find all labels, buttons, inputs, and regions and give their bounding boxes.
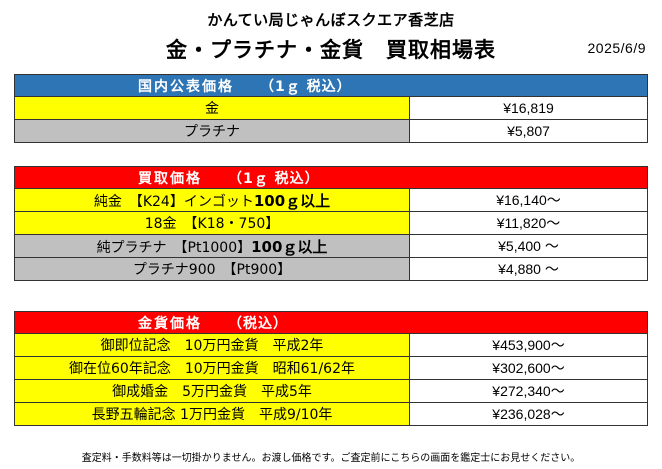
buy-header-label: 買取価格: [138, 170, 202, 187]
coin-item-name: 長野五輪記念 1万円金貨 平成9/10年: [14, 402, 410, 426]
table-row: 御成婚金 5万円金貨 平成5年 ¥272,340～: [14, 379, 648, 403]
coin-item-price: ¥236,028～: [409, 402, 648, 426]
buy-item-name: 純金 【K24】インゴット100ｇ以上: [14, 188, 410, 212]
domestic-header: 国内公表価格 （1ｇ 税込）: [14, 74, 648, 97]
buy-item-price: ¥4,880 ～: [409, 257, 648, 281]
buy-item-label: 18金 【K18・750】: [144, 216, 280, 232]
buy-header-note: （1ｇ 税込）: [228, 170, 320, 187]
coin-item-name: 御在位60年記念 10万円金貨 昭和61/62年: [14, 356, 410, 380]
buy-item-label: 純プラチナ 【Pt1000】: [96, 239, 252, 256]
buy-item-label: プラチナ900 【Pt900】: [132, 262, 292, 278]
coin-item-price: ¥302,600～: [409, 356, 648, 380]
buy-item-label: 純金 【K24】インゴット: [93, 193, 254, 210]
coin-header-row: 金貨価格 （税込）: [14, 311, 648, 334]
buy-price-table: 買取価格 （1ｇ 税込） 純金 【K24】インゴット100ｇ以上 ¥16,140～…: [14, 166, 648, 281]
buy-item-name: プラチナ900 【Pt900】: [14, 257, 410, 281]
domestic-gold-name: 金: [14, 96, 410, 120]
table-row: プラチナ900 【Pt900】 ¥4,880 ～: [14, 257, 648, 281]
domestic-header-note: （1ｇ 税込）: [260, 78, 352, 95]
buy-item-qualifier: 100ｇ以上: [251, 237, 328, 256]
table-row: 長野五輪記念 1万円金貨 平成9/10年 ¥236,028～: [14, 402, 648, 426]
table-row: 御即位記念 10万円金貨 平成2年 ¥453,900～: [14, 333, 648, 357]
table-row: 純プラチナ 【Pt1000】100ｇ以上 ¥5,400 ～: [14, 234, 648, 258]
table-row: プラチナ ¥5,807: [14, 119, 648, 143]
buy-item-name: 18金 【K18・750】: [14, 211, 410, 235]
domestic-price-table: 国内公表価格 （1ｇ 税込） 金 ¥16,819 プラチナ ¥5,807: [14, 74, 648, 143]
buy-item-price: ¥16,140～: [409, 188, 648, 212]
domestic-platinum-name: プラチナ: [14, 119, 410, 143]
store-name: かんてい局じゃんぼスクエア香芝店: [207, 11, 455, 29]
table-row: 18金 【K18・750】 ¥11,820～: [14, 211, 648, 235]
footer-note: 査定料・手数料等は一切掛かりません。お渡し価格です。ご査定前にこちらの画面を鑑定…: [81, 453, 581, 464]
domestic-gold-price: ¥16,819: [409, 96, 648, 120]
buy-item-qualifier: 100ｇ以上: [253, 191, 331, 210]
domestic-header-label: 国内公表価格: [138, 78, 234, 95]
coin-header: 金貨価格 （税込）: [14, 311, 648, 334]
price-date: 2025/6/9: [587, 40, 646, 56]
buy-header: 買取価格 （1ｇ 税込）: [14, 166, 648, 189]
coin-price-table: 金貨価格 （税込） 御即位記念 10万円金貨 平成2年 ¥453,900～ 御在位…: [14, 311, 648, 426]
coin-item-name: 御即位記念 10万円金貨 平成2年: [14, 333, 410, 357]
buy-item-price: ¥11,820～: [409, 211, 648, 235]
coin-header-note: （税込）: [228, 315, 288, 332]
buy-header-row: 買取価格 （1ｇ 税込）: [14, 166, 648, 189]
coin-item-name: 御成婚金 5万円金貨 平成5年: [14, 379, 410, 403]
table-row: 金 ¥16,819: [14, 96, 648, 120]
buy-item-name: 純プラチナ 【Pt1000】100ｇ以上: [14, 234, 410, 258]
domestic-platinum-price: ¥5,807: [409, 119, 648, 143]
coin-item-price: ¥272,340～: [409, 379, 648, 403]
page-title: 金・プラチナ・金貨 買取相場表: [166, 38, 496, 62]
buy-item-price: ¥5,400 ～: [409, 234, 648, 258]
domestic-header-row: 国内公表価格 （1ｇ 税込）: [14, 74, 648, 97]
table-row: 純金 【K24】インゴット100ｇ以上 ¥16,140～: [14, 188, 648, 212]
coin-item-price: ¥453,900～: [409, 333, 648, 357]
coin-header-label: 金貨価格: [138, 315, 202, 332]
table-row: 御在位60年記念 10万円金貨 昭和61/62年 ¥302,600～: [14, 356, 648, 380]
